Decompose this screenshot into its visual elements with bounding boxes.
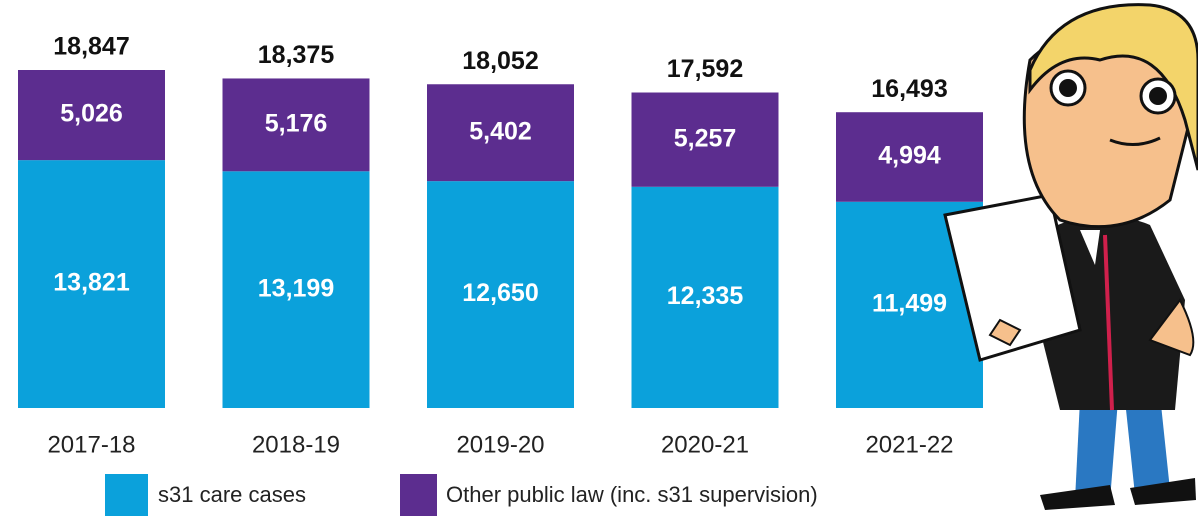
shoe [1040,485,1115,510]
paper [943,193,1082,362]
legend-label: Other public law (inc. s31 supervision) [446,482,818,507]
hair [1028,3,1198,171]
data-label: 11,499 [872,289,947,317]
bar-segment [631,92,779,187]
cartoon-illustration [943,3,1198,510]
data-label: 13,821 [53,269,130,297]
legend-swatch [105,474,148,516]
pupil [1059,79,1077,97]
x-tick-label: 2021-22 [865,431,953,458]
bar-segment [427,84,574,182]
total-label: 18,375 [258,41,335,69]
x-tick-label: 2020-21 [661,431,749,458]
collar [1080,230,1100,265]
total-label: 16,493 [871,75,947,103]
legend-label: s31 care cases [158,482,306,507]
data-label: 12,335 [667,282,744,310]
x-tick-label: 2019-20 [456,431,544,458]
x-tick-label: 2017-18 [47,431,135,458]
leg [1075,400,1118,500]
bar-segment [18,160,165,408]
legend-swatch [400,474,437,516]
bar-segment [222,78,370,172]
data-label: 4,994 [878,142,941,170]
bar-segment [222,171,370,408]
bar-segment [836,112,983,202]
bar-segment [427,181,574,408]
bar-segment [18,70,165,161]
total-label: 17,592 [667,55,743,83]
bar-segment [631,186,779,408]
data-label: 5,257 [674,124,737,152]
hand [1148,298,1195,357]
data-label: 5,026 [60,100,123,128]
data-label: 5,402 [469,117,532,145]
data-label: 5,176 [265,109,328,137]
total-label: 18,847 [53,33,129,61]
data-label: 12,650 [462,279,538,307]
x-tick-label: 2018-19 [252,431,340,458]
stripe [1103,234,1114,411]
hand [988,318,1022,347]
total-label: 18,052 [462,47,538,75]
mouth [1109,136,1161,146]
pupil [1149,87,1167,105]
leg [1125,395,1170,495]
shoe [1130,478,1196,505]
data-label: 13,199 [258,274,334,302]
